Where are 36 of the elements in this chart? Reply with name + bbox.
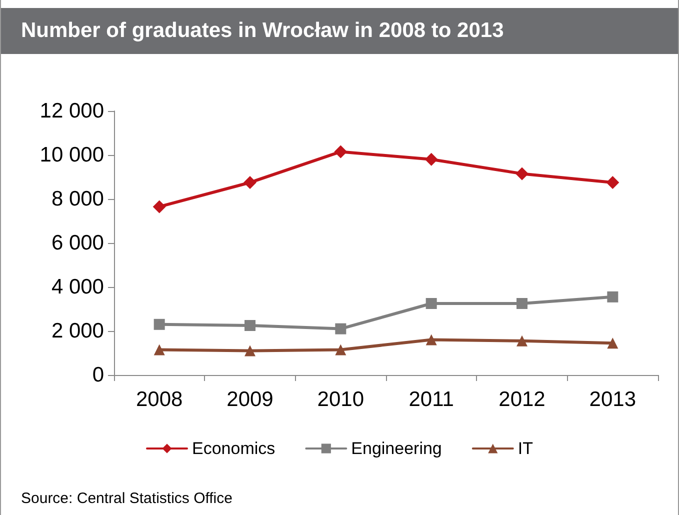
chart-title: Number of graduates in Wrocław in 2008 to 2013 <box>1 8 678 54</box>
x-tick-label: 2011 <box>408 388 454 411</box>
point <box>244 345 256 356</box>
y-tick-label: 6 000 <box>51 232 104 254</box>
point <box>516 335 528 346</box>
point <box>606 176 620 189</box>
point <box>154 344 165 356</box>
point <box>152 200 166 214</box>
x-tick-label: 2009 <box>226 388 274 411</box>
y-tick-label: 8 000 <box>51 188 104 210</box>
point <box>607 338 618 349</box>
legend-label: Economics <box>192 439 276 458</box>
y-tick-label: 4 000 <box>51 276 104 298</box>
point <box>154 318 165 330</box>
y-tick-label: 12 000 <box>40 100 104 122</box>
y-tick-label: 2 000 <box>51 320 104 342</box>
x-tick-label: 2012 <box>498 388 546 411</box>
point <box>335 344 346 356</box>
point <box>424 152 438 166</box>
x-tick-label: 2010 <box>317 388 364 411</box>
legend-label: IT <box>518 439 533 458</box>
x-tick-label: 2013 <box>589 388 636 411</box>
x-tick-label: 2008 <box>136 388 183 411</box>
point <box>607 291 618 302</box>
point <box>244 320 256 331</box>
point <box>426 298 437 309</box>
point <box>516 298 528 309</box>
point <box>244 176 256 189</box>
source-note: Source: Central Statistics Office <box>21 490 232 507</box>
point <box>516 167 528 180</box>
point <box>335 323 346 334</box>
point <box>426 334 437 346</box>
point <box>334 145 348 158</box>
y-tick-label: 0 <box>92 364 104 386</box>
legend-label: Engineering <box>351 439 442 458</box>
y-tick-label: 10 000 <box>40 144 104 166</box>
